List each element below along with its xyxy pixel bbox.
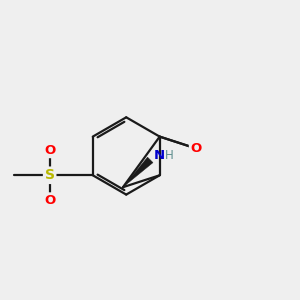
- Text: H: H: [165, 149, 174, 162]
- Polygon shape: [123, 157, 153, 187]
- Text: O: O: [191, 142, 202, 155]
- Text: O: O: [44, 143, 55, 157]
- Text: S: S: [45, 168, 55, 182]
- Text: O: O: [44, 194, 55, 207]
- Text: N: N: [154, 149, 165, 162]
